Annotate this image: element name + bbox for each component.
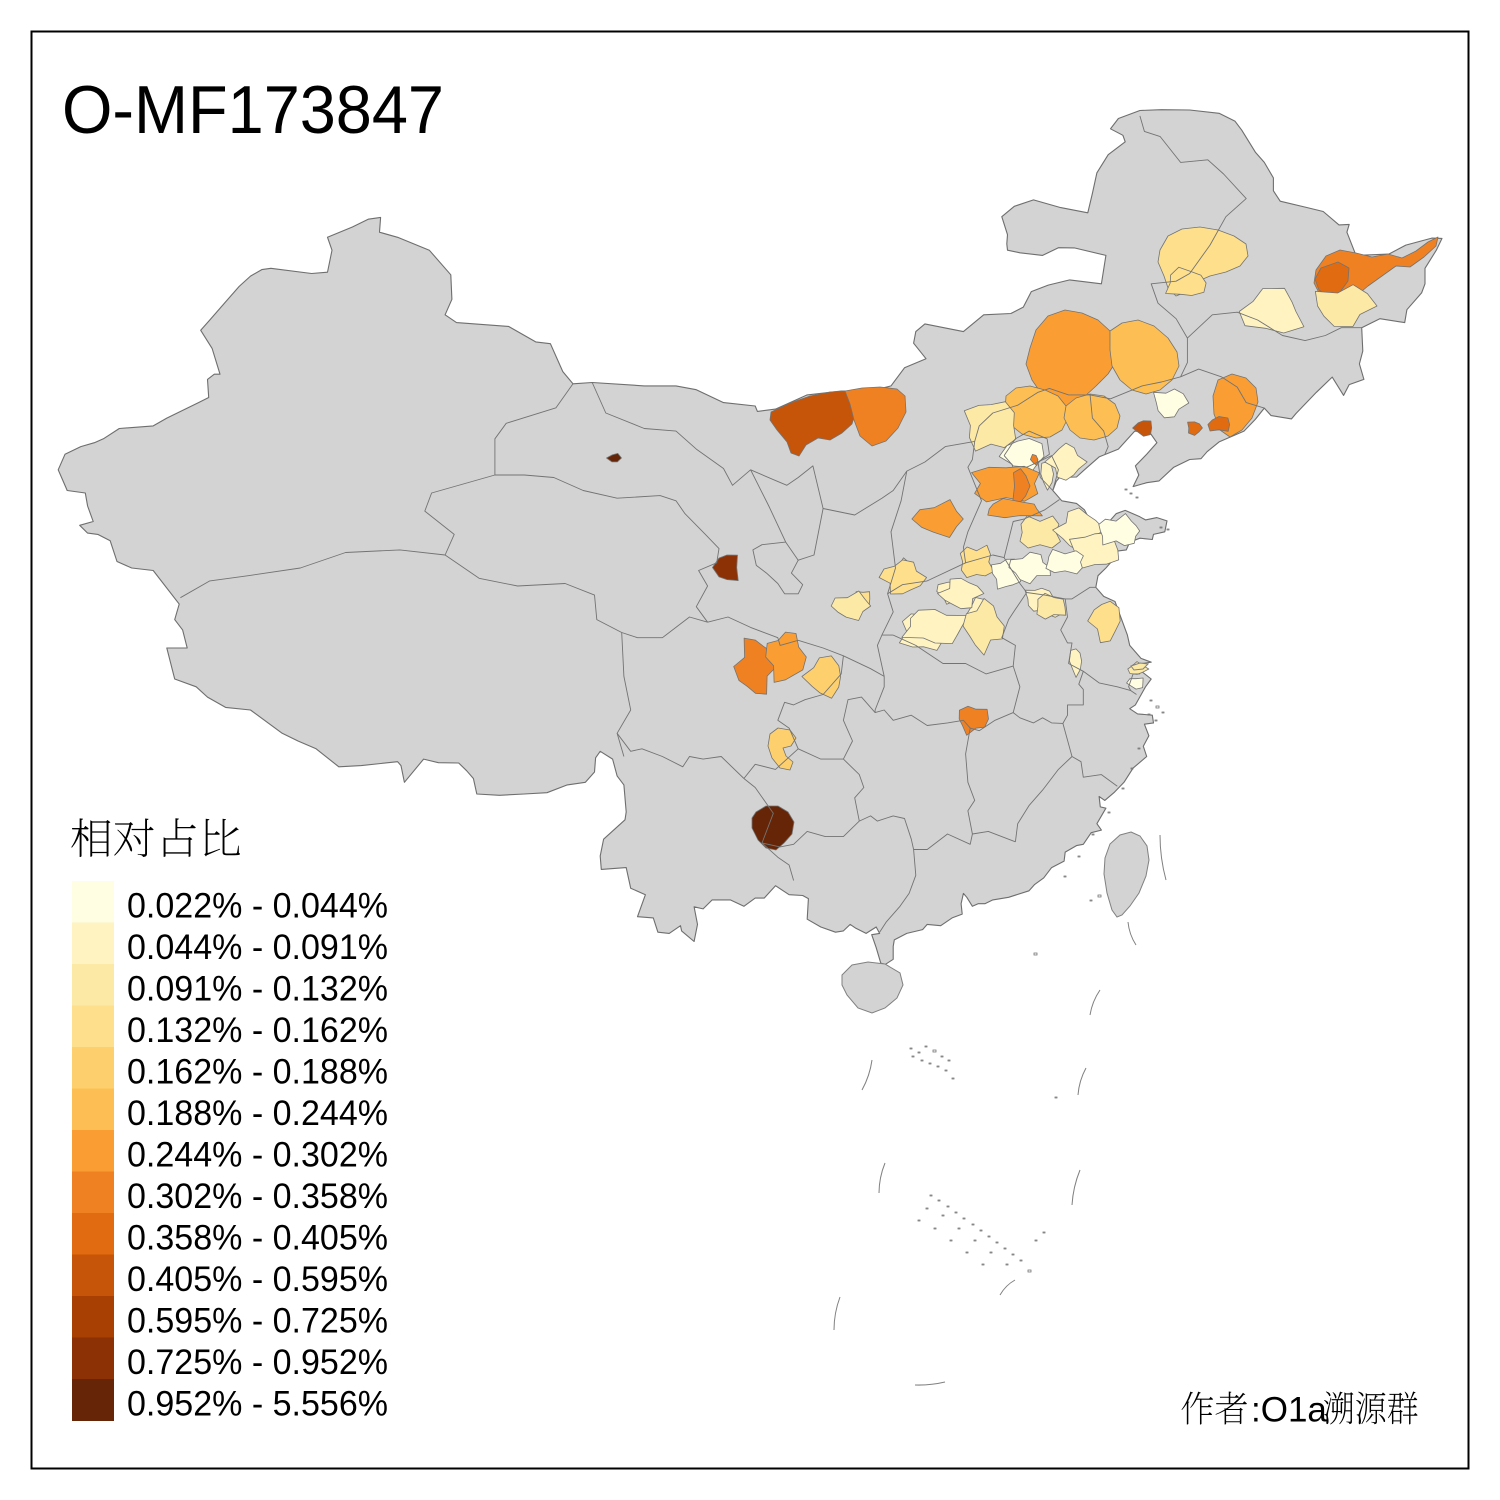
svg-text:0.302% - 0.358%: 0.302% - 0.358% bbox=[127, 1177, 388, 1216]
svg-text:0.405% - 0.595%: 0.405% - 0.595% bbox=[127, 1260, 388, 1299]
svg-text:0.244% - 0.302%: 0.244% - 0.302% bbox=[127, 1136, 388, 1175]
svg-text:0.091% - 0.132%: 0.091% - 0.132% bbox=[127, 970, 388, 1009]
svg-text:0.162% - 0.188%: 0.162% - 0.188% bbox=[127, 1053, 388, 1092]
svg-text:0.188% - 0.244%: 0.188% - 0.244% bbox=[127, 1094, 388, 1133]
svg-text:0.358% - 0.405%: 0.358% - 0.405% bbox=[127, 1219, 388, 1258]
svg-text:0.044% - 0.091%: 0.044% - 0.091% bbox=[127, 928, 388, 967]
svg-text:O-MF173847: O-MF173847 bbox=[62, 72, 444, 148]
svg-text::O1a: :O1a bbox=[1251, 1391, 1327, 1430]
svg-text:0.022% - 0.044%: 0.022% - 0.044% bbox=[127, 887, 388, 926]
svg-text:0.725% - 0.952%: 0.725% - 0.952% bbox=[127, 1343, 388, 1382]
svg-text:0.132% - 0.162%: 0.132% - 0.162% bbox=[127, 1011, 388, 1050]
svg-text:0.595% - 0.725%: 0.595% - 0.725% bbox=[127, 1302, 388, 1341]
svg-text:0.952% - 5.556%: 0.952% - 5.556% bbox=[127, 1385, 388, 1424]
